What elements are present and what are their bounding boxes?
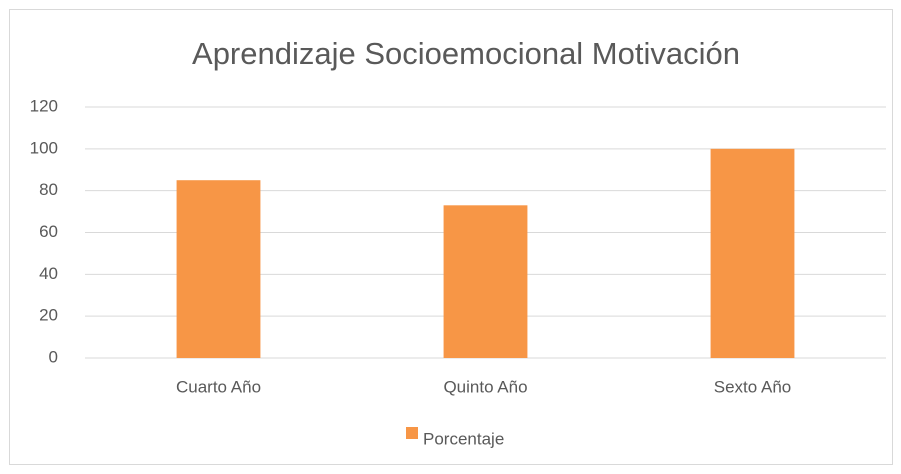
- chart-title: Aprendizaje Socioemocional Motivación: [192, 36, 740, 71]
- bar: [443, 205, 528, 358]
- y-tick-label: 60: [39, 222, 58, 241]
- y-tick-label: 120: [30, 96, 58, 115]
- y-tick-label: 80: [39, 180, 58, 199]
- bar: [176, 180, 261, 358]
- y-tick-label: 20: [39, 306, 58, 325]
- y-tick-label: 100: [30, 138, 58, 157]
- bar: [710, 148, 795, 358]
- y-tick-label: 0: [49, 347, 58, 366]
- legend-swatch: [406, 427, 418, 439]
- x-tick-label: Cuarto Año: [176, 377, 261, 396]
- x-tick-label: Quinto Año: [443, 377, 527, 396]
- y-tick-label: 40: [39, 264, 58, 283]
- legend-label: Porcentaje: [423, 429, 504, 448]
- x-tick-label: Sexto Año: [714, 377, 792, 396]
